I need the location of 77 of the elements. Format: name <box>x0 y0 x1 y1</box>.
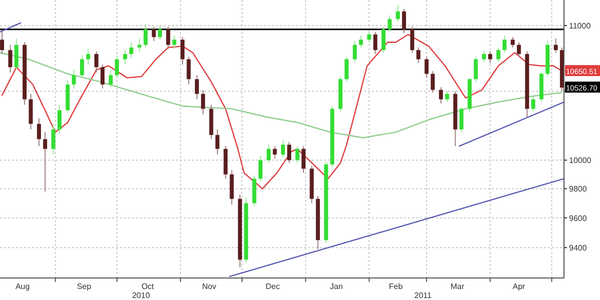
text: 2011 <box>414 291 432 300</box>
candlestick <box>554 38 558 54</box>
candlestick <box>100 64 105 90</box>
candlestick <box>438 86 443 104</box>
line-series <box>0 52 563 138</box>
candlestick <box>158 24 162 40</box>
candlestick <box>488 50 492 64</box>
candlestick <box>496 46 500 62</box>
candlestick <box>80 54 84 78</box>
y-tick-label: 9600 <box>569 214 588 223</box>
candlestick <box>8 44 12 73</box>
candlestick <box>152 26 156 42</box>
y-tick-label: 11000 <box>569 21 592 30</box>
candlestick <box>358 35 363 48</box>
candlestick <box>402 8 406 34</box>
candlestick <box>14 38 18 70</box>
candlestick <box>186 56 191 85</box>
candlestick <box>344 56 349 82</box>
line-series <box>1 34 563 190</box>
candlestick <box>531 96 536 112</box>
candlestick <box>172 35 176 50</box>
y-tick-label: 9800 <box>569 184 588 194</box>
candlestick <box>416 46 420 64</box>
candlestick <box>410 26 414 54</box>
candlestick <box>352 40 357 62</box>
x-tick-label: Aug <box>15 282 30 291</box>
candlestick <box>281 140 286 158</box>
candlestick <box>266 144 271 164</box>
candlestick <box>424 56 429 78</box>
candlestick <box>367 30 372 43</box>
x-tick-label: Mar <box>450 282 465 291</box>
candlestick <box>272 146 277 160</box>
candlestick <box>430 70 435 94</box>
candlestick <box>516 42 521 58</box>
candlestick <box>108 69 113 88</box>
candlestick <box>510 36 515 48</box>
candlestick <box>123 50 128 66</box>
candlestick <box>287 141 292 164</box>
candlestick <box>373 31 378 55</box>
candlestick <box>459 106 464 133</box>
candlestick <box>502 35 507 54</box>
candlestick <box>388 14 392 32</box>
candlestick <box>201 89 206 115</box>
candlestick <box>144 24 148 48</box>
candlestick <box>129 42 134 58</box>
x-tick-label: Sep <box>76 282 92 291</box>
y-tick-label: 10000 <box>569 156 592 166</box>
x-tick-label: Nov <box>202 282 216 291</box>
candlestick <box>396 4 400 22</box>
candlestick <box>382 26 386 54</box>
candlestick <box>72 69 76 90</box>
candlestick <box>215 128 220 156</box>
x-tick-label: Apr <box>512 282 526 291</box>
candlestick <box>36 118 41 147</box>
candlestick <box>57 104 62 134</box>
candlestick <box>194 74 199 100</box>
candlestick <box>0 30 4 55</box>
candlestick <box>86 48 90 66</box>
text: 2010 <box>132 291 150 300</box>
candlestick <box>166 26 170 50</box>
candlestick <box>445 90 450 103</box>
candlestick <box>482 50 486 62</box>
candlestick <box>180 36 185 66</box>
candlestick <box>302 146 306 174</box>
candlestick <box>114 54 119 78</box>
candlestick <box>474 56 478 82</box>
candlestick <box>258 155 262 182</box>
candlestick <box>295 146 300 164</box>
x-tick-label: Feb <box>388 282 404 291</box>
candlestick <box>43 132 48 192</box>
candlestick <box>137 38 142 52</box>
x-tick-label: Oct <box>141 282 155 291</box>
candlestick <box>94 50 98 73</box>
x-tick-label: Jan <box>330 282 343 291</box>
candlestick <box>51 124 56 156</box>
y-tick-label: 9400 <box>569 244 588 253</box>
x-tick-label: Dec <box>266 282 280 291</box>
